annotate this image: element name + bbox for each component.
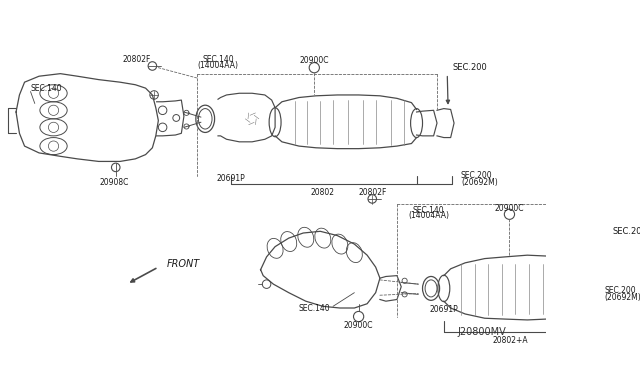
Text: SEC.140: SEC.140 [202,55,234,64]
Text: SEC.200: SEC.200 [461,171,493,180]
Text: SEC.140: SEC.140 [298,304,330,312]
Text: 20802F: 20802F [358,189,387,198]
Text: 20802F: 20802F [123,55,151,64]
Text: SEC.140: SEC.140 [31,84,62,93]
Text: 20908C: 20908C [99,178,129,187]
Text: SEC.200: SEC.200 [452,63,487,72]
Text: SEC.200: SEC.200 [612,227,640,236]
Text: 20900C: 20900C [495,204,524,213]
Text: J20800MV: J20800MV [458,327,506,337]
Text: 20900C: 20900C [344,321,373,330]
Text: FRONT: FRONT [167,259,200,269]
Text: 20802+A: 20802+A [493,336,528,345]
Text: SEC.140: SEC.140 [413,205,444,215]
Text: (14004AA): (14004AA) [198,61,239,70]
Text: 20802: 20802 [311,189,335,198]
Text: 20691P: 20691P [429,305,458,314]
Text: (20692M): (20692M) [461,178,498,187]
Text: (14004AA): (14004AA) [408,211,449,221]
Text: 20691P: 20691P [216,174,245,183]
Text: 20900C: 20900C [300,57,329,65]
Text: SEC.200: SEC.200 [604,286,636,295]
Text: (20692M): (20692M) [604,293,640,302]
